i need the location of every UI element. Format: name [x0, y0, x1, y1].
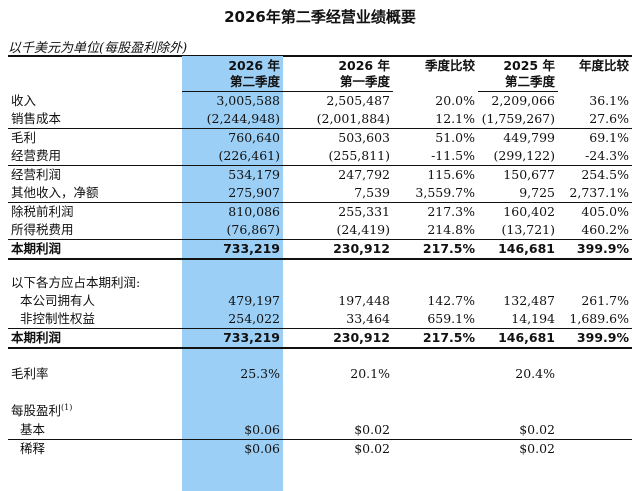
row-label: 其他收入，净额 — [11, 185, 99, 200]
attribution-heading-row: 以下各方应占本期利润: — [8, 274, 632, 292]
row-label: 毛利 — [8, 128, 182, 147]
row-label: 稀释 — [8, 439, 182, 458]
row-label: 经营利润 — [8, 165, 182, 184]
row-label: 销售成本 — [11, 111, 62, 126]
header-qoq: 季度比较 — [424, 57, 475, 73]
table-row: 经营利润 534,179 247,792 115.6% 150,677 254.… — [8, 165, 632, 184]
row-label: 非控制性权益 — [20, 311, 96, 326]
gross-margin-row: 毛利率 25.3% 20.1% 20.4% — [8, 363, 632, 385]
table-row: 基本 $0.06 $0.02 $0.02 — [8, 421, 632, 440]
profit-row: 本期利润 733,219 230,912 217.5% 146,681 399.… — [8, 239, 632, 260]
header-q1-2026-period: 第一季度 — [283, 73, 393, 92]
table-row: 销售成本 (2,244,948) (2,001,884) 12.1% (1,75… — [8, 110, 632, 129]
header-q2-2026-period: 第二季度 — [182, 73, 283, 92]
report-title: 2026年第二季经营业绩概要 — [224, 8, 416, 26]
header-q1-2026-year: 2026 年 — [338, 57, 390, 73]
table-row: 经营费用 (226,461) (255,811) -11.5% (299,122… — [8, 147, 632, 166]
row-label: 本公司拥有人 — [20, 293, 96, 308]
row-label: 所得税费用 — [11, 222, 74, 237]
table-row: 稀释 $0.06 $0.02 $0.02 — [8, 439, 632, 458]
eps-heading-row: 每股盈利(1) — [8, 399, 632, 421]
table-row: 其他收入，净额 275,907 7,539 3,559.7% 9,725 2,7… — [8, 184, 632, 203]
attribution-heading: 以下各方应占本期利润: — [11, 275, 141, 290]
results-table: 2026 年 2026 年 季度比较 2025 年 年度比较 第二季度 第一季度… — [8, 57, 632, 458]
profit-row: 本期利润 733,219 230,912 217.5% 146,681 399.… — [8, 328, 632, 349]
table-row: 收入 3,005,588 2,505,487 20.0% 2,209,066 3… — [8, 92, 632, 111]
table-row: 非控制性权益 254,022 33,464 659.1% 14,194 1,68… — [8, 310, 632, 329]
header-q2-2025-period: 第二季度 — [478, 73, 558, 92]
row-label: 经营费用 — [11, 148, 62, 163]
units-note: 以千美元为单位(每股盈利除外) — [8, 41, 188, 56]
row-label: 本期利润 — [8, 239, 182, 260]
header-yoy: 年度比较 — [578, 57, 629, 73]
header-row-1: 2026 年 2026 年 季度比较 2025 年 年度比较 — [8, 57, 632, 73]
row-label: 除税前利润 — [8, 202, 182, 221]
top-rule — [8, 55, 632, 57]
row-label: 毛利率 — [11, 366, 49, 381]
header-row-2: 第二季度 第一季度 第二季度 — [8, 73, 632, 92]
header-q2-2025-year: 2025 年 — [503, 57, 555, 73]
row-label: 本期利润 — [8, 328, 182, 349]
eps-heading: 每股盈利(1) — [11, 403, 73, 419]
table-row: 所得税费用 (76,867) (24,419) 214.8% (13,721) … — [8, 221, 632, 240]
table-row: 本公司拥有人 479,197 197,448 142.7% 132,487 26… — [8, 292, 632, 310]
row-label: 基本 — [20, 422, 46, 437]
row-label: 收入 — [11, 92, 37, 108]
table-row: 除税前利润 810,086 255,331 217.3% 160,402 405… — [8, 202, 632, 221]
header-q2-2026-year: 2026 年 — [228, 57, 280, 73]
table-row: 毛利 760,640 503,603 51.0% 449,799 69.1% — [8, 128, 632, 147]
eps-footnote-marker: (1) — [61, 403, 73, 413]
